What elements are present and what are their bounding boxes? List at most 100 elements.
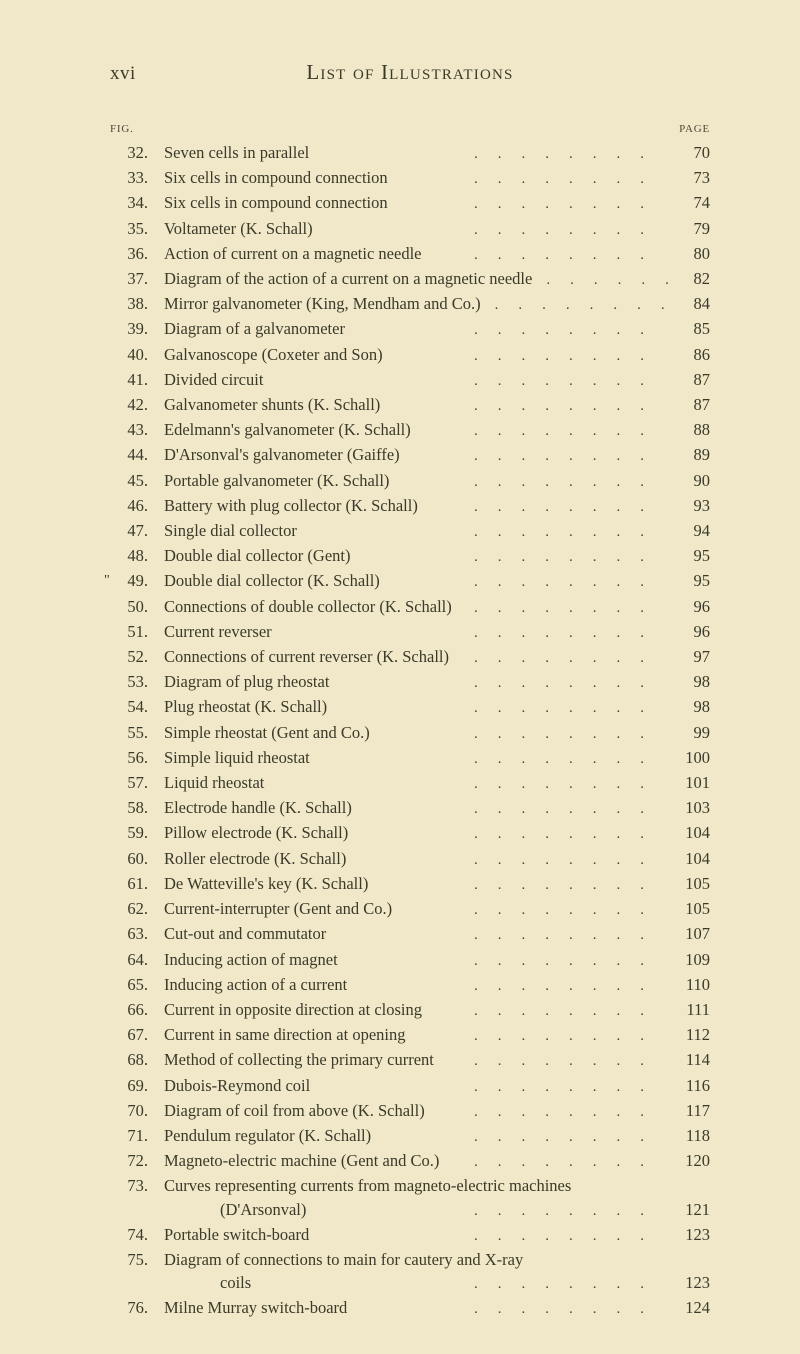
page-number: 98 bbox=[670, 695, 710, 718]
page-number: 90 bbox=[670, 469, 710, 492]
page-number: 96 bbox=[670, 620, 710, 643]
dot-leaders: ........ bbox=[272, 622, 670, 645]
dot-leaders: ........ bbox=[439, 1151, 670, 1174]
dot-leaders: ........ bbox=[264, 773, 670, 796]
page-number: 80 bbox=[670, 242, 710, 265]
dot-leaders: ........ bbox=[309, 1225, 670, 1248]
page-number: 79 bbox=[670, 217, 710, 240]
figure-number: 35. bbox=[110, 217, 154, 240]
figure-number: 73. bbox=[110, 1174, 154, 1197]
page-number: 105 bbox=[670, 897, 710, 920]
figure-description: Method of collecting the primary current bbox=[164, 1048, 434, 1071]
figure-number: 68. bbox=[110, 1048, 154, 1071]
figure-description: Seven cells in parallel bbox=[164, 141, 309, 164]
page-number: 114 bbox=[670, 1048, 710, 1071]
page-number: 124 bbox=[670, 1296, 710, 1319]
dot-leaders: ........ bbox=[380, 395, 670, 418]
list-item: 74. Portable switch-board........123 bbox=[110, 1223, 710, 1248]
page-number: 89 bbox=[670, 443, 710, 466]
page-container: xvi List of Illustrations FIG. PAGE 32. S… bbox=[0, 0, 800, 1354]
figure-description: Double dial collector (Gent) bbox=[164, 544, 350, 567]
figure-description-cont: coils bbox=[220, 1271, 251, 1294]
list-item: 66. Current in opposite direction at clos… bbox=[110, 998, 710, 1023]
list-item: 37.Diagram of the action of a current on… bbox=[110, 267, 710, 292]
dot-leaders: ........ bbox=[310, 748, 670, 771]
figure-description: Divided circuit bbox=[164, 368, 263, 391]
list-item: 54.Plug rheostat (K. Schall)........98 bbox=[110, 695, 710, 720]
page-number: 87 bbox=[670, 368, 710, 391]
list-item: 73. Curves representing currents from mag… bbox=[110, 1174, 710, 1197]
figure-number: 49. bbox=[110, 569, 154, 592]
figure-number: 69. bbox=[110, 1074, 154, 1097]
dot-leaders: ........ bbox=[388, 168, 670, 191]
page-number: 109 bbox=[670, 948, 710, 971]
list-item: 52.Connections of current reverser (K. S… bbox=[110, 645, 710, 670]
page-number: 116 bbox=[670, 1074, 710, 1097]
dot-leaders: ........ bbox=[449, 647, 670, 670]
list-item: 45.Portable galvanometer (K. Schall)....… bbox=[110, 469, 710, 494]
list-item: 32.Seven cells in parallel........70 bbox=[110, 141, 710, 166]
page-number: 104 bbox=[670, 821, 710, 844]
page-number: 87 bbox=[670, 393, 710, 416]
dot-leaders: ........ bbox=[345, 319, 670, 342]
page-number: 123 bbox=[670, 1223, 710, 1246]
header-line: xvi List of Illustrations bbox=[110, 60, 710, 85]
figure-number: 57. bbox=[110, 771, 154, 794]
page-title: List of Illustrations bbox=[110, 60, 710, 85]
figure-description: Current reverser bbox=[164, 620, 272, 643]
column-labels: FIG. PAGE bbox=[110, 123, 710, 135]
figure-description: Milne Murray switch-board bbox=[164, 1296, 347, 1319]
figure-description: Single dial collector bbox=[164, 519, 297, 542]
list-item: 44.D'Arsonval's galvanometer (Gaiffe)...… bbox=[110, 443, 710, 468]
dot-leaders: ........ bbox=[263, 370, 670, 393]
list-item: 36.Action of current on a magnetic needl… bbox=[110, 242, 710, 267]
page-number: 103 bbox=[670, 796, 710, 819]
dot-leaders: ........ bbox=[306, 1200, 670, 1223]
figure-number: 66. bbox=[110, 998, 154, 1021]
page-number: 110 bbox=[670, 973, 710, 996]
dot-leaders: ........ bbox=[350, 546, 670, 569]
page-number: 96 bbox=[670, 595, 710, 618]
dot-leaders: ........ bbox=[368, 874, 670, 897]
dot-leaders: ........ bbox=[388, 193, 670, 216]
list-item: 57.Liquid rheostat........101 bbox=[110, 771, 710, 796]
figure-number: 45. bbox=[110, 469, 154, 492]
figure-description: Curves representing currents from magnet… bbox=[164, 1174, 571, 1197]
figure-description: Current-interrupter (Gent and Co.) bbox=[164, 897, 392, 920]
illustration-list: 32.Seven cells in parallel........7033.S… bbox=[110, 141, 710, 1322]
list-item: 43.Edelmann's galvanometer (K. Schall)..… bbox=[110, 418, 710, 443]
dot-leaders: ........ bbox=[422, 1000, 670, 1023]
page-number: 111 bbox=[670, 998, 710, 1021]
figure-number: 56. bbox=[110, 746, 154, 769]
figure-description: Pillow electrode (K. Schall) bbox=[164, 821, 348, 844]
list-item: 42.Galvanometer shunts (K. Schall)......… bbox=[110, 393, 710, 418]
dot-leaders: ........ bbox=[347, 1298, 670, 1321]
figure-description: Voltameter (K. Schall) bbox=[164, 217, 313, 240]
label-fig: FIG. bbox=[110, 123, 150, 135]
figure-description: Current in same direction at opening bbox=[164, 1023, 405, 1046]
figure-number: 33. bbox=[110, 166, 154, 189]
figure-description: Current in opposite direction at closing bbox=[164, 998, 422, 1021]
page-number: 95 bbox=[670, 544, 710, 567]
figure-number: 32. bbox=[110, 141, 154, 164]
figure-description: Inducing action of a current bbox=[164, 973, 347, 996]
list-item: 60.Roller electrode (K. Schall)........1… bbox=[110, 847, 710, 872]
page-number: 82 bbox=[670, 267, 710, 290]
list-item: 62.Current-interrupter (Gent and Co.)...… bbox=[110, 897, 710, 922]
figure-number: 53. bbox=[110, 670, 154, 693]
dot-leaders: ........ bbox=[389, 471, 670, 494]
dot-leaders: ........ bbox=[452, 597, 670, 620]
figure-description: Connections of double collector (K. Scha… bbox=[164, 595, 452, 618]
figure-number: 74. bbox=[110, 1223, 154, 1246]
figure-description: Mirror galvanometer (King, Mendham and C… bbox=[164, 292, 481, 315]
figure-description: Diagram of coil from above (K. Schall) bbox=[164, 1099, 425, 1122]
figure-description: De Watteville's key (K. Schall) bbox=[164, 872, 368, 895]
page-number: 107 bbox=[670, 922, 710, 945]
list-item: 51.Current reverser........96 bbox=[110, 620, 710, 645]
page-number: 94 bbox=[670, 519, 710, 542]
figure-description: Plug rheostat (K. Schall) bbox=[164, 695, 327, 718]
figure-number: 38. bbox=[110, 292, 154, 315]
figure-description: Portable switch-board bbox=[164, 1223, 309, 1246]
figure-description: D'Arsonval's galvanometer (Gaiffe) bbox=[164, 443, 400, 466]
label-page: PAGE bbox=[679, 123, 710, 135]
